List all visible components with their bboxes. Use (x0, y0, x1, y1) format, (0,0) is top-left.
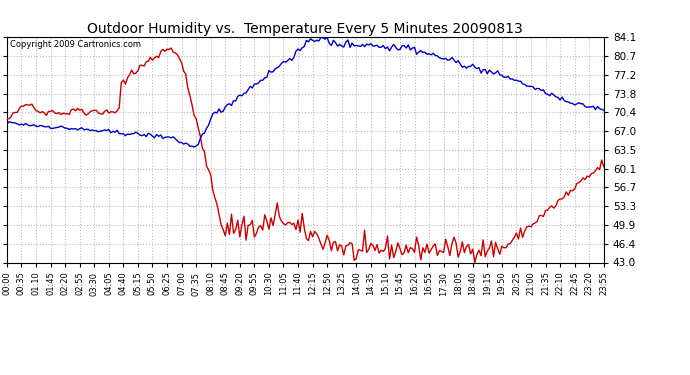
Title: Outdoor Humidity vs.  Temperature Every 5 Minutes 20090813: Outdoor Humidity vs. Temperature Every 5… (88, 22, 523, 36)
Text: Copyright 2009 Cartronics.com: Copyright 2009 Cartronics.com (10, 40, 141, 49)
